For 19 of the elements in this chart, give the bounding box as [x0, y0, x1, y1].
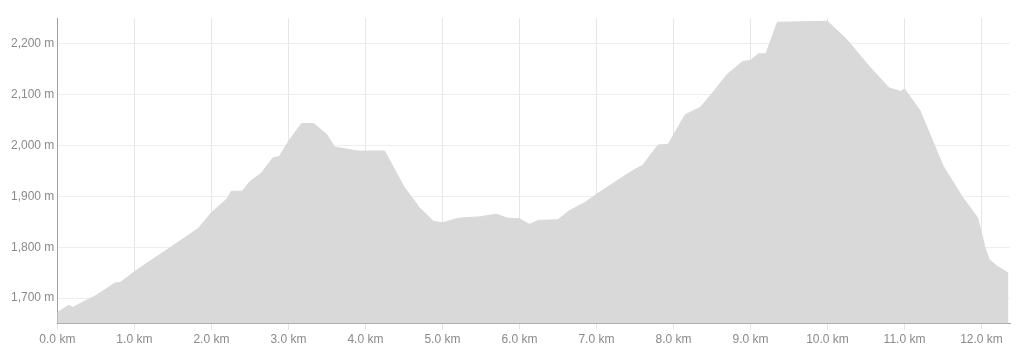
x-tick-label: 5.0 km [424, 332, 461, 347]
y-tick-label: 1,700 m [11, 290, 55, 305]
x-tick-label: 0.0 km [39, 332, 76, 347]
x-tick-label: 4.0 km [347, 332, 384, 347]
x-tick-label: 2.0 km [193, 332, 230, 347]
y-tick-label: 2,000 m [11, 137, 55, 152]
y-tick-label: 2,200 m [11, 35, 55, 50]
y-tick-label: 2,100 m [11, 86, 55, 101]
x-tick-label: 9.0 km [732, 332, 769, 347]
x-tick-label: 3.0 km [270, 332, 307, 347]
x-tick-label: 10.0 km [806, 332, 849, 347]
x-tick-label: 11.0 km [883, 332, 926, 347]
x-tick-label: 7.0 km [578, 332, 615, 347]
y-tick-label: 1,900 m [11, 188, 55, 203]
x-tick-label: 8.0 km [655, 332, 692, 347]
y-tick-label: 1,800 m [11, 239, 55, 254]
x-tick-label: 6.0 km [501, 332, 538, 347]
x-tick-label: 12.0 km [960, 332, 1003, 347]
x-tick-label: 1.0 km [116, 332, 153, 347]
